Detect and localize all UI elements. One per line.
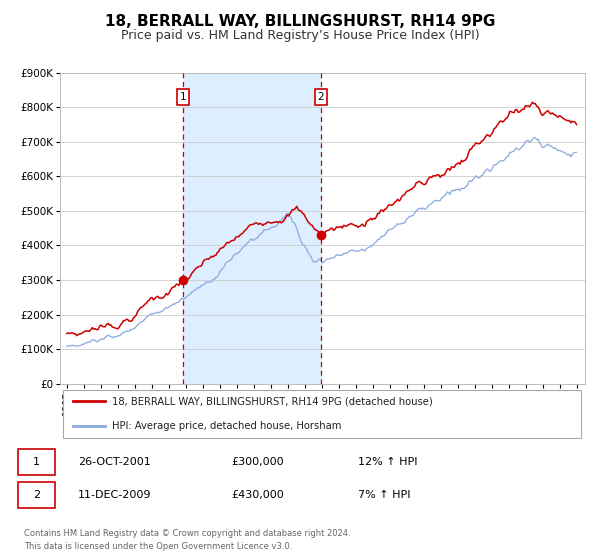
Text: 2: 2 xyxy=(317,92,324,102)
Text: 18, BERRALL WAY, BILLINGSHURST, RH14 9PG: 18, BERRALL WAY, BILLINGSHURST, RH14 9PG xyxy=(105,14,495,29)
Text: £430,000: £430,000 xyxy=(231,490,284,500)
Text: HPI: Average price, detached house, Horsham: HPI: Average price, detached house, Hors… xyxy=(113,421,342,431)
Text: 2: 2 xyxy=(33,490,40,500)
Text: 26-OCT-2001: 26-OCT-2001 xyxy=(78,457,151,467)
Text: Contains HM Land Registry data © Crown copyright and database right 2024.: Contains HM Land Registry data © Crown c… xyxy=(24,529,350,538)
Text: £300,000: £300,000 xyxy=(231,457,284,467)
Text: 12% ↑ HPI: 12% ↑ HPI xyxy=(358,457,417,467)
Text: Price paid vs. HM Land Registry’s House Price Index (HPI): Price paid vs. HM Land Registry’s House … xyxy=(121,29,479,42)
Bar xyxy=(182,73,321,384)
Text: 18, BERRALL WAY, BILLINGSHURST, RH14 9PG (detached house): 18, BERRALL WAY, BILLINGSHURST, RH14 9PG… xyxy=(113,396,433,407)
FancyBboxPatch shape xyxy=(18,449,55,475)
FancyBboxPatch shape xyxy=(62,390,581,437)
Text: 1: 1 xyxy=(33,457,40,467)
FancyBboxPatch shape xyxy=(18,482,55,508)
Text: 7% ↑ HPI: 7% ↑ HPI xyxy=(358,490,410,500)
Text: 11-DEC-2009: 11-DEC-2009 xyxy=(78,490,152,500)
Text: This data is licensed under the Open Government Licence v3.0.: This data is licensed under the Open Gov… xyxy=(24,542,292,550)
Text: 1: 1 xyxy=(179,92,186,102)
